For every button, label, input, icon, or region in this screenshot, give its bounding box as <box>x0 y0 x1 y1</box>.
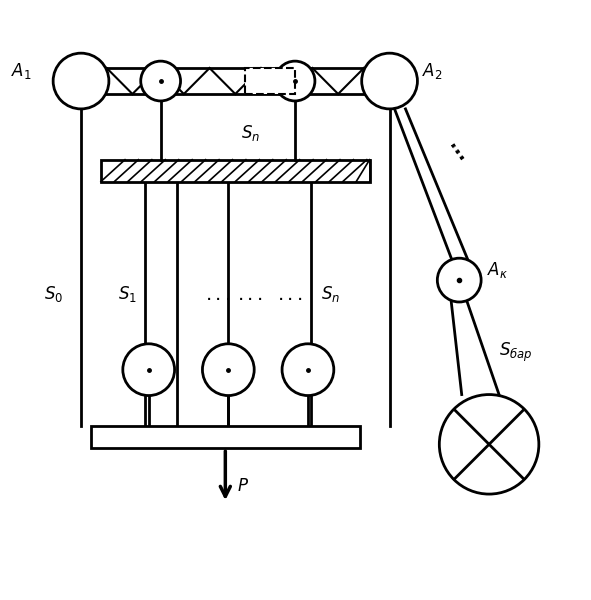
Bar <box>101 160 369 182</box>
Ellipse shape <box>65 66 97 96</box>
Circle shape <box>362 53 417 109</box>
Text: $A_2$: $A_2$ <box>423 61 443 81</box>
Bar <box>81 68 389 94</box>
Text: $S_{бар}$: $S_{бар}$ <box>499 341 532 364</box>
Circle shape <box>275 61 315 101</box>
Text: $...$: $...$ <box>236 284 263 304</box>
Text: $A_1$: $A_1$ <box>11 61 31 81</box>
Text: $...$: $...$ <box>205 284 231 304</box>
Circle shape <box>141 61 180 101</box>
Ellipse shape <box>374 66 405 96</box>
Text: $S_n$: $S_n$ <box>241 123 260 143</box>
Text: $S_n$: $S_n$ <box>321 284 340 304</box>
Text: $...$: $...$ <box>277 284 303 304</box>
Circle shape <box>203 344 254 395</box>
Circle shape <box>123 344 174 395</box>
Circle shape <box>437 258 481 302</box>
Circle shape <box>439 395 539 494</box>
Bar <box>91 427 360 448</box>
Text: ...: ... <box>445 136 473 165</box>
Text: $P$: $P$ <box>237 477 249 495</box>
Text: $S_0$: $S_0$ <box>44 284 63 304</box>
Text: $S_1$: $S_1$ <box>118 284 137 304</box>
Circle shape <box>282 344 334 395</box>
Text: $A_\kappa$: $A_\kappa$ <box>487 260 508 280</box>
Bar <box>245 68 295 94</box>
Circle shape <box>53 53 109 109</box>
